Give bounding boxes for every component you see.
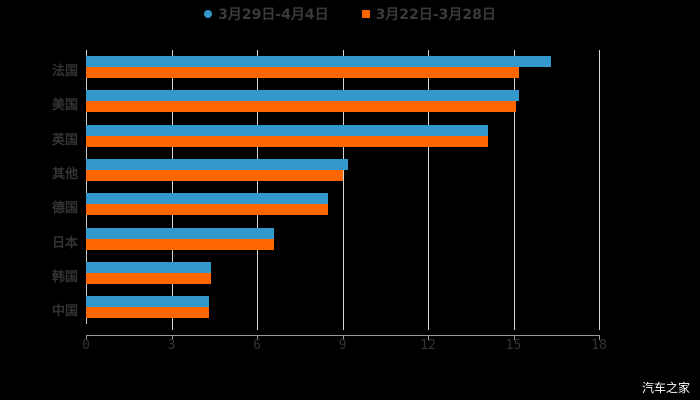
x-tick	[257, 335, 258, 340]
bar-1[interactable]	[86, 124, 488, 136]
x-tick-label: 15	[505, 338, 522, 353]
gridline	[513, 50, 515, 330]
bar-2[interactable]	[86, 238, 275, 250]
category-label: 美国	[51, 98, 78, 114]
x-tick	[599, 335, 600, 340]
x-tick	[86, 335, 87, 340]
x-tick	[171, 335, 173, 340]
x-tick	[513, 335, 515, 340]
watermark: 汽车之家	[641, 381, 690, 395]
category-label: 韩国	[51, 269, 78, 285]
legend-label: 3月29日-4月4日	[218, 7, 329, 23]
bar-1[interactable]	[86, 227, 275, 239]
bar-2[interactable]	[86, 135, 488, 147]
x-tick-label: 12	[420, 338, 436, 353]
x-tick	[342, 335, 344, 340]
bar-2[interactable]	[86, 169, 343, 181]
x-tick	[428, 335, 429, 340]
x-tick-label: 6	[253, 338, 261, 353]
legend-item-series-2[interactable]: 3月22日-3月28日	[361, 4, 496, 24]
bar-2[interactable]	[86, 67, 520, 78]
x-tick-label: 0	[82, 338, 90, 353]
category-label: 日本	[51, 235, 78, 251]
x-tick-label: 18	[591, 338, 607, 353]
square-marker-icon	[361, 10, 370, 18]
legend-label: 3月22日-3月28日	[375, 7, 496, 23]
gridline	[342, 50, 344, 330]
gridline	[599, 50, 600, 330]
y-axis	[86, 50, 87, 324]
x-tick-label: 9	[338, 338, 347, 353]
bar-1[interactable]	[86, 90, 520, 102]
gridline	[428, 50, 429, 330]
bar-2[interactable]	[86, 101, 517, 113]
category-label: 英国	[51, 132, 78, 148]
gridline	[171, 50, 173, 330]
bar-2[interactable]	[86, 307, 209, 319]
x-tick-label: 3	[167, 338, 176, 353]
legend: 3月29日-4月4日 3月22日-3月28日	[0, 4, 700, 24]
x-axis	[86, 335, 599, 336]
circle-marker-icon	[204, 10, 213, 18]
bar-1[interactable]	[86, 261, 212, 273]
bar-2[interactable]	[86, 272, 212, 284]
gridline	[257, 50, 258, 330]
category-label: 中国	[51, 304, 78, 320]
category-label: 法国	[51, 64, 78, 79]
legend-item-series-1[interactable]: 3月29日-4月4日	[204, 4, 329, 24]
category-label: 德国	[51, 201, 78, 217]
bar-1[interactable]	[86, 158, 349, 170]
bar-1[interactable]	[86, 56, 551, 67]
bar-1[interactable]	[86, 193, 329, 205]
category-label: 其他	[51, 166, 78, 182]
bar-1[interactable]	[86, 296, 209, 308]
bar-2[interactable]	[86, 204, 329, 216]
